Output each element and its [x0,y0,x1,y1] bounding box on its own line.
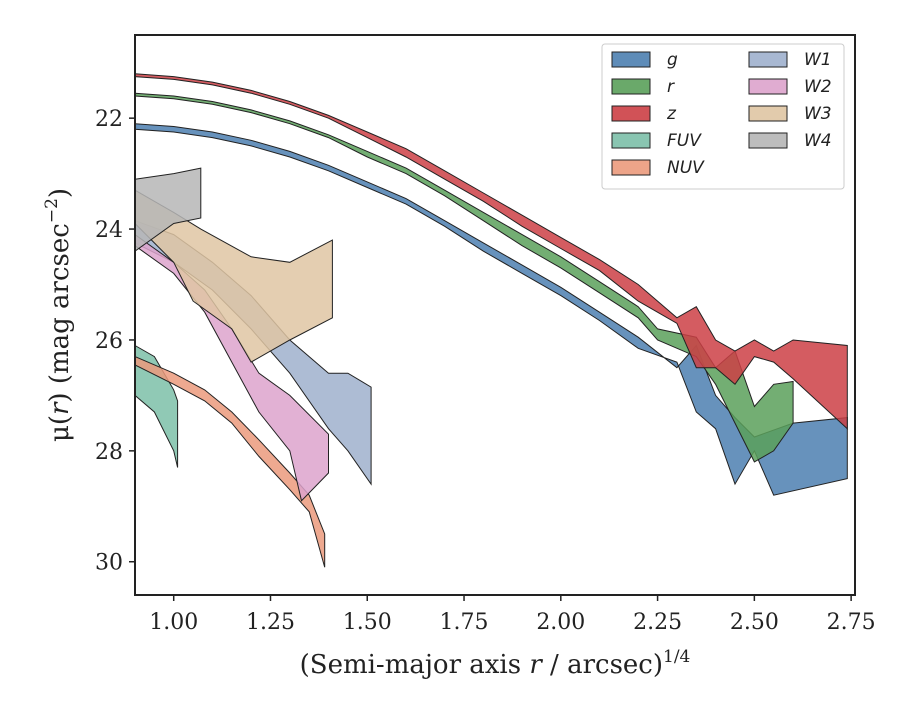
x-tick-label: 1.00 [149,610,198,635]
x-tick-label: 2.75 [827,610,876,635]
y-tick-label: 28 [95,440,123,465]
legend-label-w3: W3 [804,104,832,124]
y-tick-label: 30 [95,551,123,576]
legend-swatch-fuv [611,132,651,149]
legend-swatch-w2 [748,78,788,95]
y-tick-label: 22 [95,107,123,132]
x-tick-label: 2.50 [730,610,779,635]
legend-swatch-w1 [748,51,788,68]
x-axis-title: (Semi-major axis r / arcsec)1/4 [300,647,691,680]
band-nuv [134,355,326,568]
legend-swatch-w3 [748,105,788,122]
y-axis-title: μ(r) (mag arcsec−2) [42,188,75,442]
x-tick-label: 1.50 [343,610,392,635]
band-z [134,73,848,430]
legend-label-nuv: NUV [667,158,705,178]
legend-label-fuv: FUV [667,131,702,151]
legend-label-r: r [667,77,675,97]
y-tick-label: 24 [95,218,123,243]
legend-swatch-w4 [748,132,788,149]
y-axis: 22 24 26 28 30 [95,107,135,576]
series-bands [134,73,848,568]
band-g [134,123,848,496]
y-tick-label: 26 [95,329,123,354]
legend-swatch-r [611,78,651,95]
legend-label-g: g [667,50,678,70]
x-tick-label: 1.25 [246,610,295,635]
legend: grz FUV NUV W1 W2 W3 W4 [601,43,845,190]
legend-swatch-nuv [611,159,651,176]
legend-label-z: z [666,104,677,124]
plot-frame [134,34,856,596]
legend-label-w2: W2 [804,77,832,97]
x-axis: 1.00 1.25 1.50 1.75 2.00 2.25 2.50 2.75 [149,595,876,635]
x-tick-label: 2.25 [633,610,682,635]
legend-swatch-g [611,51,651,68]
band-r [134,92,794,463]
legend-swatch-z [611,105,651,122]
band-w3 [134,189,333,363]
x-tick-label: 1.75 [440,610,489,635]
x-tick-label: 2.00 [536,610,585,635]
legend-label-w4: W4 [804,131,832,151]
legend-label-w1: W1 [804,50,832,70]
